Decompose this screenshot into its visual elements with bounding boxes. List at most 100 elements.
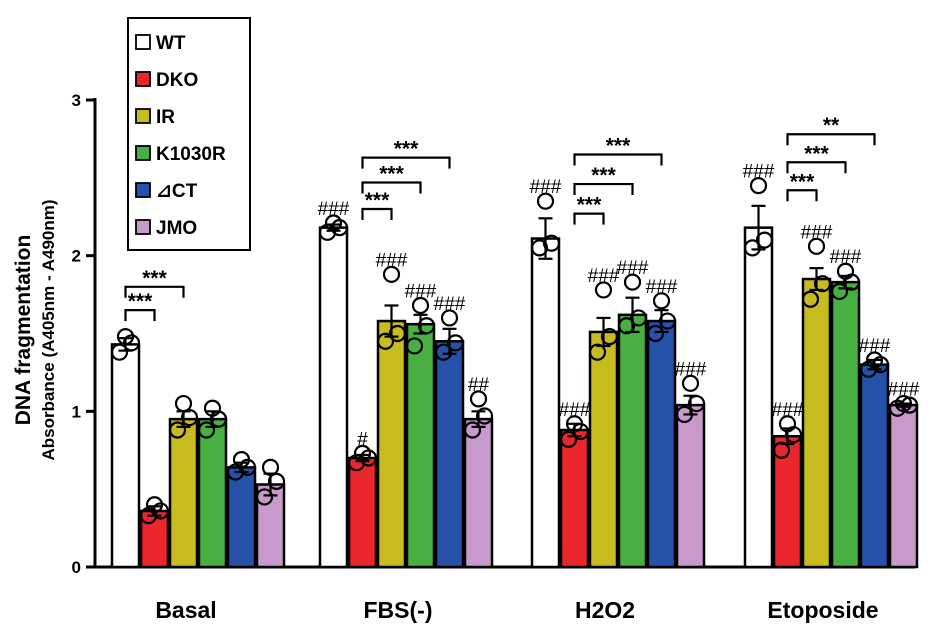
significance-hash: ### xyxy=(830,247,862,268)
data-point xyxy=(772,441,791,459)
significance-stars: *** xyxy=(790,170,815,193)
data-point xyxy=(652,292,671,310)
data-point xyxy=(110,343,129,361)
bar xyxy=(888,403,919,569)
data-point xyxy=(376,332,395,350)
data-point xyxy=(197,421,216,439)
significance-stars: *** xyxy=(577,194,602,217)
legend-item: JMO xyxy=(135,218,197,239)
data-point xyxy=(353,444,372,462)
significance-hash: ### xyxy=(405,281,437,302)
significance-bracket xyxy=(361,181,422,194)
bar xyxy=(675,403,706,569)
significance-annotations: ********************************########… xyxy=(124,114,920,450)
significance-hash: ### xyxy=(617,258,649,279)
data-point xyxy=(168,421,187,439)
bar xyxy=(226,466,257,569)
y-tick-label: 1 xyxy=(72,402,81,421)
data-point xyxy=(836,262,855,280)
data-point xyxy=(675,405,694,424)
data-point xyxy=(617,317,636,335)
bar xyxy=(197,417,228,569)
significance-hash: ### xyxy=(318,199,350,220)
legend: WT DKO IR K1030R ⊿CT JMO xyxy=(127,17,251,251)
legend-label: DKO xyxy=(156,70,198,91)
significance-stars: *** xyxy=(379,163,404,186)
significance-stars: *** xyxy=(142,267,167,290)
legend-swatch xyxy=(135,34,151,50)
data-point xyxy=(807,237,826,255)
data-point xyxy=(151,502,170,520)
y-axis-title-sub: Absorbance (A405nm - A490nm) xyxy=(39,199,58,460)
data-point xyxy=(469,390,488,408)
bar xyxy=(347,456,378,569)
legend-item: ⊿CT xyxy=(135,181,198,202)
data-point xyxy=(463,421,482,439)
data-point xyxy=(324,214,343,232)
significance-hash: # xyxy=(357,429,368,450)
legend-box xyxy=(127,17,251,251)
data-point xyxy=(405,337,424,355)
bar xyxy=(530,237,561,569)
significance-bracket xyxy=(124,285,185,298)
data-point xyxy=(559,430,578,448)
data-point xyxy=(145,496,164,514)
legend-item: DKO xyxy=(135,70,198,91)
data-point xyxy=(801,290,820,308)
bar xyxy=(110,343,141,569)
significance-hash: ### xyxy=(888,380,920,401)
data-point xyxy=(388,324,407,343)
data-point xyxy=(743,239,762,257)
bar xyxy=(255,483,286,569)
data-point xyxy=(646,324,665,343)
data-point xyxy=(830,282,849,301)
y-tick-label: 2 xyxy=(72,247,81,266)
y-axis-title: DNA fragmentation Absorbance (A405nm - A… xyxy=(12,199,58,460)
bar xyxy=(376,319,407,569)
x-category-label: Etoposide xyxy=(767,597,878,623)
data-point xyxy=(180,408,199,427)
data-point xyxy=(681,374,700,392)
significance-bracket xyxy=(786,161,847,174)
data-point xyxy=(755,231,774,249)
x-category-label: H2O2 xyxy=(575,597,635,623)
significance-stars: *** xyxy=(365,189,390,212)
data-point xyxy=(261,458,280,476)
significance-hash: ### xyxy=(530,177,562,198)
bar-groups xyxy=(110,177,919,569)
significance-hash: ### xyxy=(801,222,833,243)
significance-bracket xyxy=(786,133,876,146)
significance-stars: ** xyxy=(823,114,840,137)
bar-group xyxy=(110,328,286,569)
significance-bracket xyxy=(573,212,605,225)
legend-label: K1030R xyxy=(156,144,226,165)
legend-swatch xyxy=(135,182,151,198)
bar xyxy=(617,313,648,569)
legend-swatch xyxy=(135,219,151,235)
bar xyxy=(139,509,170,569)
x-category-label: FBS(-) xyxy=(364,597,433,623)
data-point xyxy=(267,472,286,490)
significance-stars: *** xyxy=(591,164,616,187)
significance-bracket xyxy=(786,189,818,202)
y-tick-label: 0 xyxy=(72,558,81,577)
bar xyxy=(588,330,619,569)
legend-label: JMO xyxy=(156,218,197,239)
x-category-label: Basal xyxy=(155,597,216,623)
legend-swatch xyxy=(135,145,151,161)
data-point xyxy=(687,394,706,413)
significance-bracket xyxy=(573,182,634,196)
significance-hash: ### xyxy=(772,400,804,421)
significance-stars: *** xyxy=(606,134,631,157)
significance-hash: ### xyxy=(559,400,591,421)
y-tick-label: 3 xyxy=(72,91,81,110)
bar xyxy=(463,417,494,569)
bar xyxy=(168,417,199,569)
significance-hash: ### xyxy=(646,277,678,298)
data-point xyxy=(382,265,401,283)
legend-label: ⊿CT xyxy=(156,181,198,202)
data-point xyxy=(411,296,430,315)
significance-hash: ### xyxy=(743,162,775,183)
significance-hash: ### xyxy=(434,294,466,315)
